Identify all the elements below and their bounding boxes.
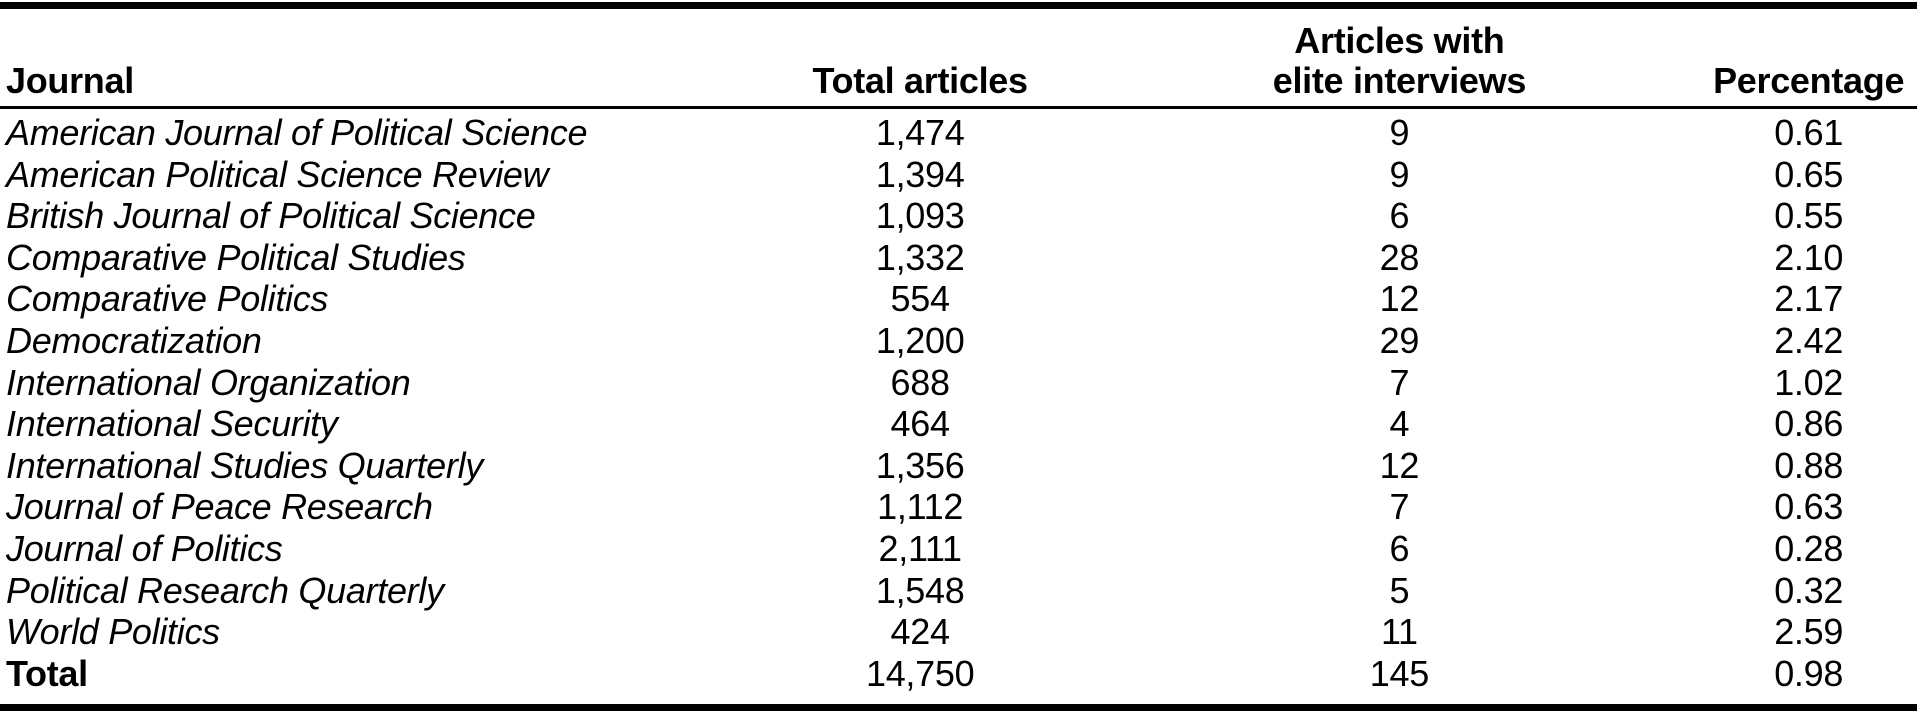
table-row: Journal of Peace Research 1,112 7 0.63 xyxy=(0,486,1917,528)
table-row: American Journal of Political Science 1,4… xyxy=(0,108,1917,154)
cell-percentage: 0.65 xyxy=(1774,153,1844,195)
cell-elite-interviews: 145 xyxy=(1369,652,1429,694)
table-row: Comparative Political Studies 1,332 28 2.10 xyxy=(0,237,1917,279)
table-header: Journal Total articles Articles with eli… xyxy=(0,5,1917,109)
cell-elite-interviews: 6 xyxy=(1389,527,1410,569)
cell-total-articles: 1,548 xyxy=(875,569,965,611)
column-header-journal: Journal xyxy=(0,5,652,109)
cell-percentage: 0.32 xyxy=(1774,569,1844,611)
table-row: Comparative Politics 554 12 2.17 xyxy=(0,278,1917,320)
table-body: American Journal of Political Science 1,4… xyxy=(0,108,1917,708)
column-header-elite-line2: elite interviews xyxy=(1272,60,1527,101)
table-row: International Security 464 4 0.86 xyxy=(0,403,1917,445)
cell-percentage: 2.42 xyxy=(1774,319,1844,361)
cell-elite-interviews: 5 xyxy=(1389,569,1410,611)
cell-journal: Political Research Quarterly xyxy=(6,569,444,611)
cell-percentage: 2.59 xyxy=(1774,611,1844,653)
table-row: American Political Science Review 1,394 9 0… xyxy=(0,154,1917,196)
cell-journal: International Studies Quarterly xyxy=(6,444,483,486)
cell-journal: Journal of Peace Research xyxy=(6,486,433,528)
table-row: World Politics 424 11 2.59 xyxy=(0,611,1917,653)
cell-journal: International Security xyxy=(6,403,338,445)
cell-total-articles: 2,111 xyxy=(878,527,963,569)
cell-elite-interviews: 6 xyxy=(1389,195,1410,237)
cell-total-articles: 424 xyxy=(890,611,950,653)
cell-percentage: 2.10 xyxy=(1774,236,1844,278)
cell-total-articles: 1,332 xyxy=(875,236,965,278)
cell-percentage: 2.17 xyxy=(1774,278,1844,320)
cell-elite-interviews: 7 xyxy=(1389,361,1410,403)
column-header-elite-line1: Articles with xyxy=(1294,20,1505,61)
cell-total-articles: 1,112 xyxy=(877,486,964,528)
cell-elite-interviews: 12 xyxy=(1379,444,1420,486)
column-header-elite-interviews: Articles with elite interviews xyxy=(1188,5,1611,109)
cell-elite-interviews: 9 xyxy=(1389,153,1410,195)
cell-total-articles: 1,474 xyxy=(875,112,965,153)
cell-journal: Comparative Political Studies xyxy=(6,236,466,278)
column-header-percentage: Percentage xyxy=(1610,5,1917,109)
table-row: International Studies Quarterly 1,356 12 0.… xyxy=(0,445,1917,487)
column-header-total-articles: Total articles xyxy=(651,5,1189,109)
cell-percentage: 0.98 xyxy=(1774,652,1844,694)
cell-elite-interviews: 7 xyxy=(1389,486,1410,528)
cell-total-articles: 464 xyxy=(890,403,950,445)
cell-total-articles: 1,093 xyxy=(875,195,965,237)
total-row: Total 14,750 145 0.98 xyxy=(0,653,1917,708)
cell-elite-interviews: 9 xyxy=(1389,112,1410,153)
cell-percentage: 0.61 xyxy=(1774,112,1844,153)
table-row: Journal of Politics 2,111 6 0.28 xyxy=(0,528,1917,570)
cell-elite-interviews: 12 xyxy=(1379,278,1420,320)
cell-journal: Comparative Politics xyxy=(6,278,329,320)
cell-total-articles: 14,750 xyxy=(865,652,975,694)
cell-journal: International Organization xyxy=(6,361,411,403)
cell-percentage: 0.88 xyxy=(1774,444,1844,486)
cell-elite-interviews: 4 xyxy=(1389,403,1410,445)
cell-elite-interviews: 29 xyxy=(1379,319,1420,361)
header-row: Journal Total articles Articles with eli… xyxy=(0,5,1917,109)
cell-total-articles: 554 xyxy=(890,278,950,320)
cell-journal: Journal of Politics xyxy=(6,527,283,569)
table-row: British Journal of Political Science 1,09… xyxy=(0,195,1917,237)
cell-total-articles: 1,356 xyxy=(875,444,965,486)
table-row: Political Research Quarterly 1,548 5 0.32 xyxy=(0,570,1917,612)
cell-journal: American Journal of Political Science xyxy=(6,112,588,153)
cell-journal: World Politics xyxy=(6,611,220,653)
cell-total-articles: 1,394 xyxy=(875,153,965,195)
cell-journal: British Journal of Political Science xyxy=(6,195,536,237)
cell-percentage: 0.55 xyxy=(1774,195,1844,237)
cell-journal: Democratization xyxy=(6,319,262,361)
cell-percentage: 0.63 xyxy=(1774,486,1844,528)
cell-journal: American Political Science Review xyxy=(6,153,549,195)
cell-elite-interviews: 11 xyxy=(1380,611,1418,653)
table-row: International Organization 688 7 1.02 xyxy=(0,362,1917,404)
cell-percentage: 1.02 xyxy=(1774,361,1844,403)
cell-journal: Total xyxy=(6,652,88,694)
cell-total-articles: 688 xyxy=(890,361,950,403)
table-row: Democratization 1,200 29 2.42 xyxy=(0,320,1917,362)
cell-elite-interviews: 28 xyxy=(1379,236,1420,278)
cell-percentage: 0.86 xyxy=(1774,403,1844,445)
cell-percentage: 0.28 xyxy=(1774,527,1844,569)
cell-total-articles: 1,200 xyxy=(875,319,965,361)
